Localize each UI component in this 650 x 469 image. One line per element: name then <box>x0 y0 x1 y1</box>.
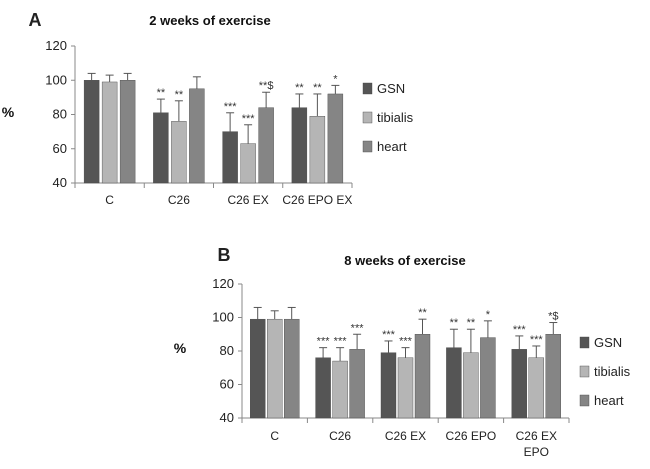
chart-title: 2 weeks of exercise <box>149 13 270 28</box>
significance-annotation: * <box>486 309 491 321</box>
significance-annotation: *** <box>382 329 396 341</box>
chart-panel-a: A 2 weeks of exercise% 40 60 80 100 120 C C26 C26… <box>2 10 414 207</box>
bar <box>249 318 266 419</box>
bar <box>222 131 238 184</box>
significance-annotation: * <box>333 73 338 85</box>
x-tick-label: C26 EX <box>385 429 426 443</box>
bar <box>545 334 561 419</box>
x-tick-label: C <box>105 193 114 207</box>
legend-label: heart <box>594 393 624 408</box>
legend-label: heart <box>377 139 407 154</box>
legend-swatch <box>579 365 590 378</box>
chart-title: 8 weeks of exercise <box>344 253 465 268</box>
x-tick-label: C26 EX <box>227 193 268 207</box>
bar <box>309 116 326 184</box>
bar <box>414 334 431 419</box>
y-tick-label: 100 <box>45 72 67 87</box>
significance-annotation: ** <box>418 307 427 319</box>
bar <box>380 352 397 419</box>
bar <box>284 318 300 419</box>
bar <box>101 81 118 184</box>
bar <box>258 107 274 184</box>
significance-annotation: ** <box>157 87 166 99</box>
significance-annotation: *** <box>513 324 527 336</box>
y-tick-label: 80 <box>53 107 67 122</box>
x-tick-label: C26 <box>329 429 351 443</box>
significance-annotation: *$ <box>548 311 558 323</box>
significance-annotation: *** <box>224 101 238 113</box>
bar <box>528 357 544 419</box>
legend-swatch <box>362 111 373 124</box>
legend-label: tibialis <box>594 364 631 379</box>
y-tick-label: 80 <box>220 343 234 358</box>
bar <box>83 80 100 184</box>
bar <box>119 80 136 184</box>
y-axis-label: % <box>2 104 15 120</box>
x-tick-label: C26 EX <box>516 429 557 443</box>
significance-annotation: **$ <box>259 80 274 92</box>
panel-letter: B <box>218 245 231 265</box>
bar <box>171 121 187 184</box>
significance-annotation: *** <box>399 336 413 348</box>
x-tick-label: C <box>270 429 279 443</box>
y-tick-label: 120 <box>212 276 234 291</box>
bar <box>349 349 365 419</box>
y-tick-label: 60 <box>53 141 67 156</box>
significance-annotation: ** <box>467 317 476 329</box>
y-tick-label: 40 <box>53 175 67 190</box>
chart-panel-b: B 8 weeks of exercise% 40 60 80 100 120 C C26 C26… <box>174 245 631 459</box>
legend-label: GSN <box>594 335 622 350</box>
significance-annotation: ** <box>450 317 459 329</box>
significance-annotation: ** <box>313 82 322 94</box>
bar <box>397 357 414 419</box>
bar <box>327 93 344 184</box>
bar <box>463 352 479 419</box>
legend-swatch <box>362 140 373 153</box>
bar <box>153 112 169 184</box>
y-tick-label: 120 <box>45 38 67 53</box>
significance-annotation: ** <box>175 89 184 101</box>
legend-label: tibialis <box>377 110 414 125</box>
significance-annotation: *** <box>334 336 348 348</box>
bar <box>189 88 205 184</box>
significance-annotation: *** <box>351 322 365 334</box>
y-axis-label: % <box>174 340 187 356</box>
significance-annotation: ** <box>295 82 304 94</box>
bar <box>267 318 283 419</box>
bar <box>240 143 256 184</box>
bar <box>291 107 308 184</box>
y-tick-label: 60 <box>220 377 234 392</box>
bar <box>332 360 348 419</box>
legend-swatch <box>579 394 590 407</box>
significance-annotation: *** <box>530 334 544 346</box>
legend-swatch <box>362 82 373 95</box>
legend-label: GSN <box>377 81 405 96</box>
x-tick-label: EPO <box>524 445 549 459</box>
y-tick-label: 100 <box>212 310 234 325</box>
x-tick-label: C26 EPO <box>446 429 497 443</box>
y-tick-label: 40 <box>220 410 234 425</box>
bar <box>315 357 331 419</box>
x-tick-label: C26 <box>168 193 190 207</box>
bar <box>446 347 462 419</box>
significance-annotation: *** <box>317 336 331 348</box>
bar <box>511 349 527 419</box>
significance-annotation: *** <box>242 113 256 125</box>
x-tick-label: C26 EPO EX <box>282 193 352 207</box>
panel-letter: A <box>29 10 42 30</box>
legend-swatch <box>579 336 590 349</box>
bar <box>480 337 496 419</box>
